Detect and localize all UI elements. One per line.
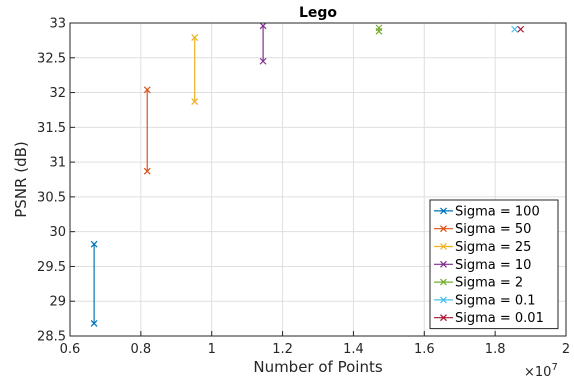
x-tick-label: 0.6 — [60, 342, 81, 357]
x-axis-label: Number of Points — [253, 358, 382, 376]
y-tick-label: 29 — [49, 295, 66, 310]
y-tick-label: 28.5 — [37, 330, 66, 345]
legend-item: Sigma = 2 — [434, 276, 523, 291]
x-axis-multiplier: ×107 — [524, 362, 558, 380]
data-point — [259, 22, 267, 30]
data-point — [90, 240, 98, 248]
x-tick-label: 1.4 — [343, 342, 364, 357]
series-4 — [259, 22, 267, 65]
series-5 — [375, 24, 383, 35]
data-point — [143, 167, 151, 175]
x-tick-label: 1.2 — [272, 342, 293, 357]
x-tick-label: 1.8 — [485, 342, 506, 357]
y-tick-label: 30.5 — [37, 190, 66, 205]
legend-label: Sigma = 0.01 — [455, 311, 544, 326]
legend-item: Sigma = 50 — [434, 222, 531, 237]
data-point — [90, 320, 98, 327]
legend: Sigma = 100 Sigma = 50 Sigma = 25 Sigma = 1… — [429, 199, 559, 330]
y-axis-label: PSNR (dB) — [12, 141, 30, 218]
x-axis-ticks: 0.6 0.8 1 1.2 1.4 1.6 1.8 2 — [60, 331, 570, 357]
legend-marker — [440, 243, 447, 250]
data-point — [143, 86, 151, 94]
y-tick-label: 31 — [49, 156, 66, 171]
legend-label: Sigma = 2 — [455, 276, 523, 291]
x-tick-label: 0.8 — [131, 342, 152, 357]
x-tick-label: 1.6 — [414, 342, 435, 357]
data-point — [517, 25, 525, 33]
legend-label: Sigma = 50 — [455, 222, 531, 237]
x-axis-multiplier-base: ×10 — [524, 365, 551, 380]
data-point — [259, 57, 267, 65]
chart-title: Lego — [299, 5, 337, 21]
legend-item: Sigma = 10 — [434, 258, 531, 273]
legend-label: Sigma = 100 — [455, 204, 540, 219]
data-point — [191, 98, 199, 106]
y-tick-label: 31.5 — [37, 121, 66, 136]
series-6 — [511, 25, 519, 33]
series-3 — [191, 34, 199, 106]
series-7 — [517, 25, 525, 33]
data-point — [191, 34, 199, 42]
series-layer — [90, 22, 525, 327]
series-2 — [143, 86, 151, 175]
legend-marker — [440, 314, 447, 322]
legend-item: Sigma = 100 — [434, 204, 540, 219]
legend-label: Sigma = 25 — [455, 240, 531, 255]
y-tick-label: 32 — [49, 86, 66, 101]
legend-item: Sigma = 0.1 — [434, 293, 536, 308]
series-1 — [90, 240, 98, 327]
data-point — [375, 27, 383, 35]
legend-label: Sigma = 0.1 — [455, 293, 536, 308]
legend-marker — [440, 207, 447, 215]
x-tick-label: 1 — [208, 342, 216, 357]
x-tick-label: 2 — [562, 342, 570, 357]
y-axis-ticks: 28.5 29 29.5 30 30.5 31 31.5 32 32.5 33 — [37, 17, 75, 345]
legend-item: Sigma = 0.01 — [434, 311, 544, 326]
y-tick-label: 33 — [49, 17, 66, 32]
legend-marker — [440, 296, 447, 304]
data-point — [511, 25, 519, 33]
legend-label: Sigma = 10 — [455, 258, 531, 273]
x-axis-multiplier-exponent: 7 — [551, 362, 557, 373]
legend-marker — [440, 260, 447, 268]
legend-marker — [440, 225, 447, 233]
legend-item: Sigma = 25 — [434, 240, 531, 255]
y-tick-label: 32.5 — [37, 51, 66, 66]
y-tick-label: 30 — [49, 225, 66, 240]
y-tick-label: 29.5 — [37, 260, 66, 275]
plot-border — [69, 22, 567, 337]
legend-marker — [440, 278, 447, 286]
